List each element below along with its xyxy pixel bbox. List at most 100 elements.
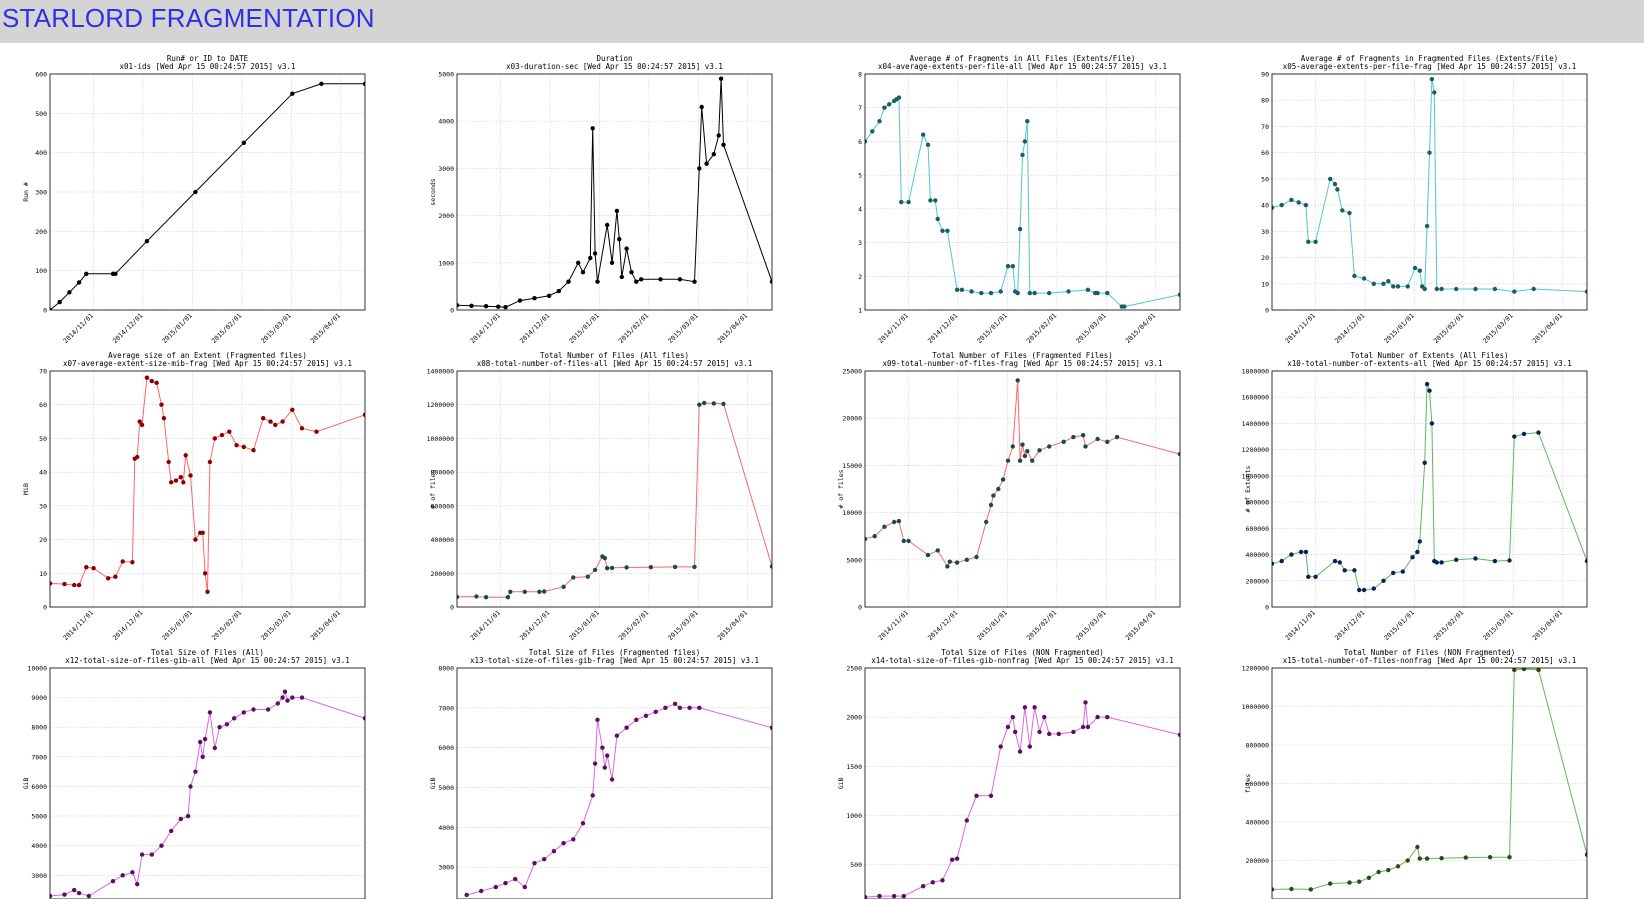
data-point [935,548,940,553]
data-point [901,893,906,899]
x-tick-label: 2015/03/01 [259,312,292,345]
y-tick-label: 1600000 [1242,394,1269,402]
data-point [865,894,868,899]
x-tick-label: 2015/03/01 [1481,609,1514,642]
data-point [1332,558,1338,564]
data-point [200,754,205,759]
data-point [925,552,931,558]
data-point [629,270,634,275]
data-point [718,76,724,81]
y-tick-label: 2000 [846,714,862,722]
data-point [1328,881,1333,886]
y-tick-label: 800000 [1246,499,1270,507]
chart-panel-12: Total Number of Files (NON Fragmented)x1… [1242,648,1588,899]
y-tick-label: 5000 [438,784,454,792]
y-tick-label: 200 [35,228,47,236]
data-point [1037,448,1042,453]
plot-frame [1271,370,1588,608]
series-line [50,83,365,310]
y-tick-label: 20 [39,536,47,544]
data-point [91,566,96,571]
y-tick-label: 80 [1261,97,1269,105]
data-point [1492,286,1498,292]
data-point [1473,556,1478,561]
data-point [891,519,897,525]
y-axis-label: # of files [429,469,437,508]
data-point [457,303,460,308]
data-point [275,701,280,706]
chart-subtitle: x09-total-number-of-files-frag [Wed Apr … [883,359,1163,368]
chart-title: Total Size of Files (NON Fragmented) [941,648,1104,657]
data-point [1177,732,1180,737]
data-point [624,246,629,251]
data-point [605,222,610,228]
data-point [1400,569,1406,574]
data-point [653,709,658,714]
data-point [1405,284,1410,289]
data-point [188,784,193,789]
y-tick-label: 40 [39,469,47,477]
data-point [882,524,887,529]
data-point [1020,152,1025,158]
y-axis-label: seconds [429,178,437,205]
y-tick-label: 5000 [846,556,862,564]
data-point [1296,200,1301,205]
x-tick-label: 2015/02/01 [617,609,650,642]
data-point [906,538,911,544]
data-point [110,879,116,884]
plot-frame [456,73,773,311]
y-tick-label: 10000 [842,509,862,517]
data-point [1376,869,1381,875]
y-tick-label: 4 [858,205,862,213]
page-title: STARLORD FRAGMENTATION [2,3,375,33]
data-point [1017,458,1023,463]
data-point [1439,560,1444,565]
data-point [697,166,702,171]
data-point [290,91,295,96]
data-point [991,493,996,498]
y-tick-label: 1000000 [427,435,454,443]
data-point [319,81,324,87]
data-point [988,502,994,508]
data-point [159,402,164,407]
y-tick-label: 10 [39,570,47,578]
data-point [639,277,644,282]
data-point [945,228,950,233]
data-point [692,279,697,284]
data-point [984,519,989,525]
data-point [702,400,707,406]
data-point [154,380,159,385]
x-tick-label: 2015/03/01 [259,609,292,642]
x-tick-label: 2015/02/01 [210,609,243,642]
data-point [624,725,629,730]
data-point [1105,290,1110,296]
x-tick-label: 2015/01/01 [1383,312,1416,345]
data-point [1417,268,1423,273]
data-point [969,289,974,294]
data-point [1177,451,1180,457]
x-tick-label: 2014/12/01 [111,609,144,642]
data-point [62,892,67,897]
data-point [159,843,164,848]
data-point [1017,226,1023,232]
x-tick-label: 2015/04/01 [1531,312,1564,345]
chart-title: Average # of Fragments in Fragmented Fil… [1301,54,1558,63]
data-point [1071,434,1076,440]
data-point [1454,286,1459,292]
chart-subtitle: x01-ids [Wed Apr 15 00:24:57 2015] v3.1 [119,62,295,71]
y-tick-label: 600000 [431,502,455,510]
data-point [522,884,527,890]
data-point [590,793,595,798]
x-tick-label: 2015/04/01 [716,312,749,345]
data-point [1066,289,1071,294]
data-point [921,884,926,889]
y-tick-label: 5000 [438,71,454,79]
data-point [185,813,191,819]
data-point [697,705,702,710]
data-point [84,271,89,276]
data-point [251,448,256,453]
data-point [1022,705,1028,710]
x-tick-label: 2014/12/01 [518,609,551,642]
data-point [643,713,649,718]
series-line [1272,383,1587,591]
